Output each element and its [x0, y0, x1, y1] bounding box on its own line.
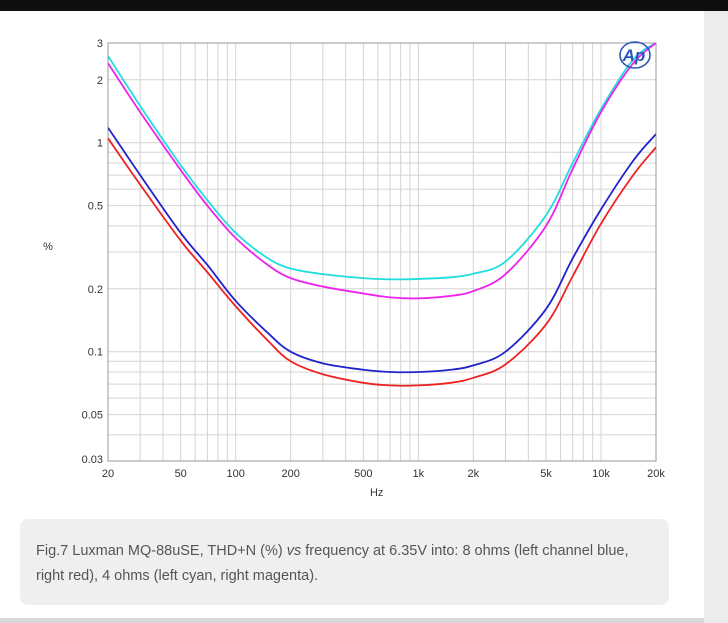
series-lines — [108, 43, 656, 387]
top-bar — [0, 0, 728, 11]
y-tick-label: 0.03 — [82, 454, 103, 466]
y-tick-label: 2 — [97, 75, 103, 87]
plot-frame — [107, 42, 657, 462]
caption-prefix: Fig.7 Luxman MQ-88uSE, THD+N (%) — [36, 543, 287, 559]
x-tick-label: 200 — [281, 468, 299, 480]
x-tick-label: 500 — [354, 468, 372, 480]
y-axis-label: % — [43, 241, 53, 253]
series-line-4 — [108, 43, 656, 300]
series-line-1 — [108, 127, 656, 374]
x-tick-label: 1k — [413, 468, 425, 480]
ap-logo: Ap — [619, 41, 651, 69]
x-tick-labels: 20 50 100 200 500 1k 2k 5k 10k 20k — [102, 468, 665, 480]
y-tick-label: 0.2 — [88, 284, 103, 296]
figure-caption: Fig.7 Luxman MQ-88uSE, THD+N (%) vs freq… — [20, 519, 669, 605]
x-tick-label: 20k — [647, 468, 665, 480]
thd-frequency-chart: 20 50 100 200 500 1k 2k 5k 10k 20k 0.03 0.05 0.1 0.2… — [43, 38, 665, 499]
y-tick-label: 1 — [97, 138, 103, 150]
y-tick-label: 0.5 — [88, 201, 103, 213]
x-axis-label: Hz — [370, 487, 383, 499]
caption-text: Fig.7 Luxman MQ-88uSE, THD+N (%) vs freq… — [36, 539, 651, 589]
series-line-3 — [108, 43, 656, 281]
y-tick-labels: 0.03 0.05 0.1 0.2 0.5 1 2 3 — [82, 38, 103, 466]
ap-logo-text: Ap — [622, 46, 646, 65]
x-tick-label: 2k — [468, 468, 480, 480]
scrollbar-track[interactable] — [704, 11, 728, 623]
x-tick-label: 50 — [175, 468, 187, 480]
bottom-divider — [0, 618, 704, 623]
caption-suffix: frequency at 6.35V into: 8 ohms (left ch… — [36, 543, 629, 584]
y-tick-label: 3 — [97, 38, 103, 50]
series-line-2 — [108, 137, 656, 387]
y-tick-label: 0.05 — [82, 410, 103, 422]
caption-vs: vs — [286, 543, 302, 559]
x-tick-label: 100 — [226, 468, 244, 480]
x-tick-label: 20 — [102, 468, 114, 480]
y-tick-label: 0.1 — [88, 347, 103, 359]
x-tick-label: 5k — [540, 468, 552, 480]
x-tick-label: 10k — [592, 468, 610, 480]
